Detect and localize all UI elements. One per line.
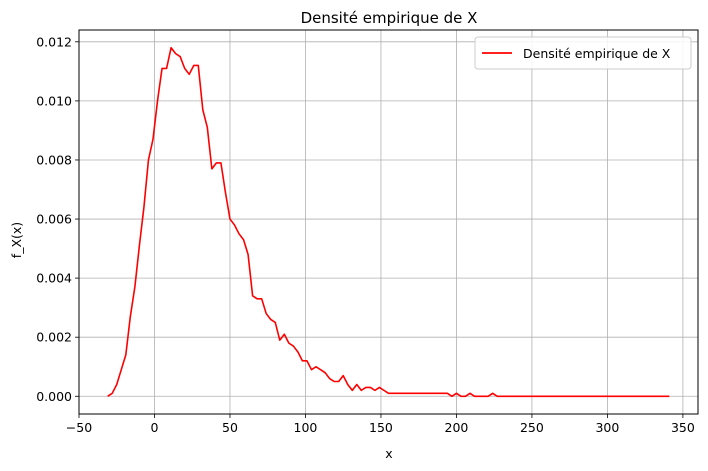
y-tick-label: 0.008 xyxy=(36,152,72,167)
y-tick-label: 0.012 xyxy=(36,34,72,49)
x-tick-label: 200 xyxy=(445,420,469,435)
x-tick-label: 250 xyxy=(520,420,544,435)
x-tick-label: 300 xyxy=(595,420,619,435)
y-tick-label: 0.010 xyxy=(36,93,72,108)
legend-label: Densité empirique de X xyxy=(523,46,671,61)
y-tick-label: 0.004 xyxy=(36,271,72,286)
x-tick-label: 350 xyxy=(671,420,695,435)
y-ticks: 0.000 0.002 0.004 0.006 0.008 0.010 0.012 xyxy=(36,34,79,404)
x-tick-label: 150 xyxy=(369,420,393,435)
x-ticks: −50 0 50 100 150 200 250 300 350 xyxy=(66,414,695,435)
y-tick-label: 0.000 xyxy=(36,389,72,404)
y-tick-label: 0.006 xyxy=(36,212,72,227)
x-tick-label: 0 xyxy=(151,420,159,435)
legend-box xyxy=(474,36,692,70)
y-axis-label: f_X(x) xyxy=(9,222,24,258)
plot-area xyxy=(107,46,670,398)
x-axis-label: x xyxy=(385,446,392,461)
x-tick-label: 50 xyxy=(222,420,238,435)
axes-frame xyxy=(78,29,699,415)
x-tick-label: −50 xyxy=(66,420,92,435)
grid xyxy=(78,30,698,414)
chart-title: Densité empirique de X xyxy=(301,9,478,27)
x-tick-label: 100 xyxy=(294,420,318,435)
y-tick-label: 0.002 xyxy=(36,330,72,345)
legend: Densité empirique de X xyxy=(474,36,692,70)
series-line xyxy=(107,46,670,398)
